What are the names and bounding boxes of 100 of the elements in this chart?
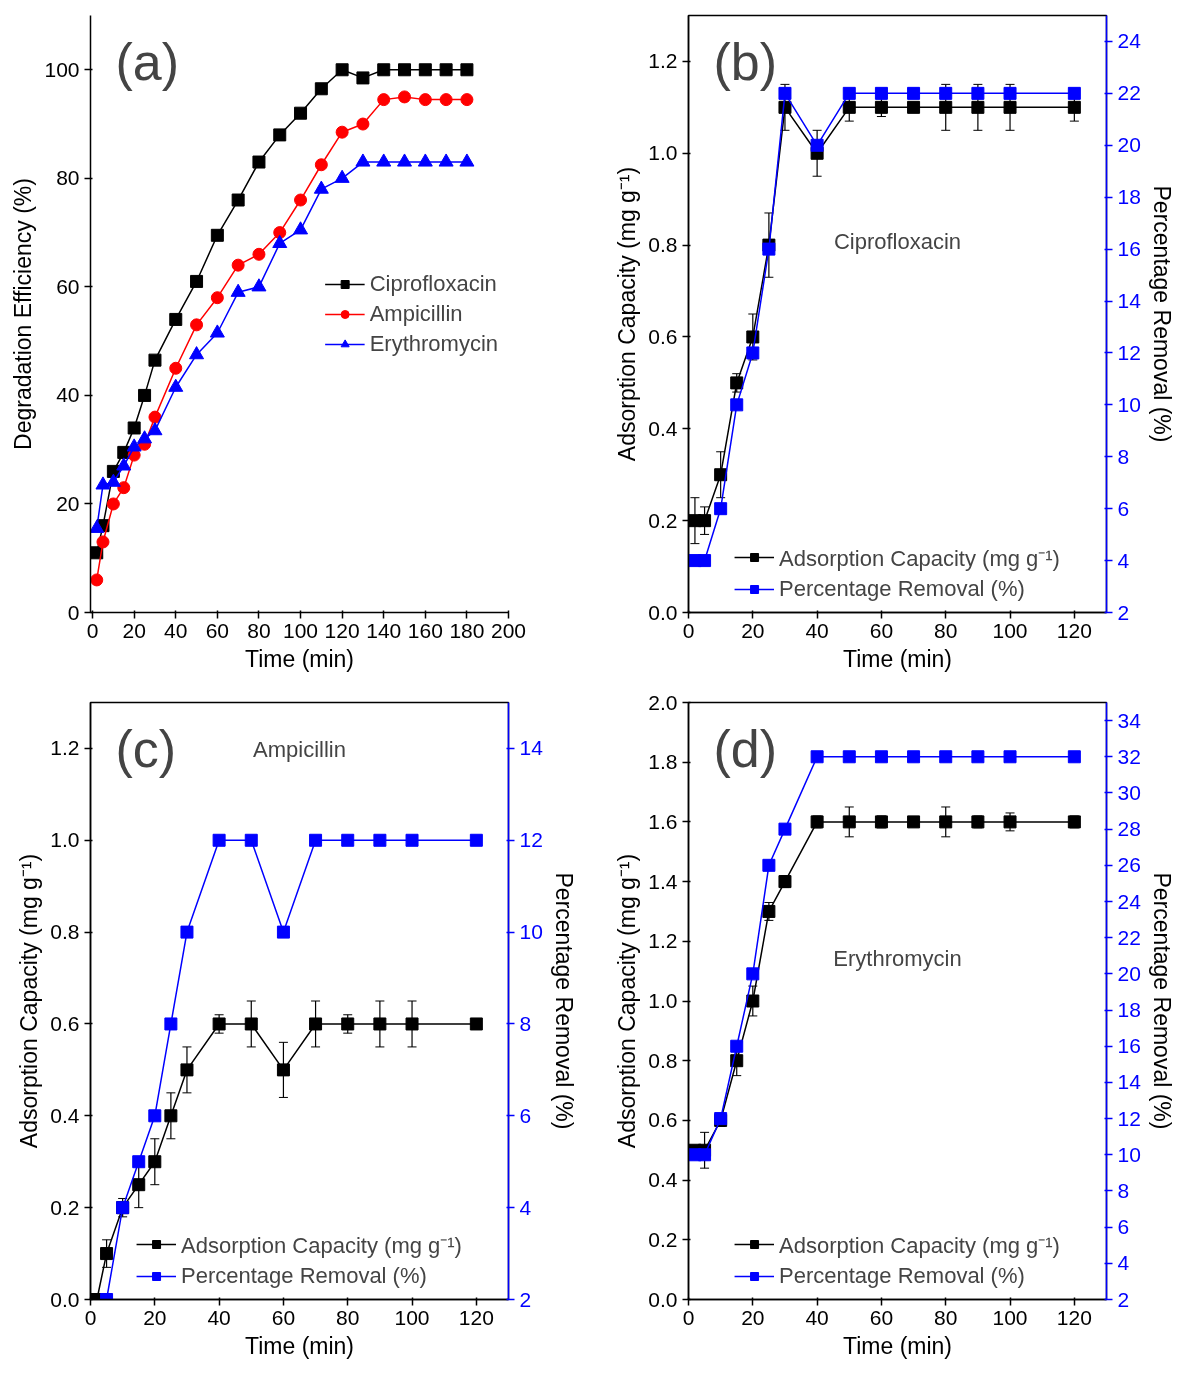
x-tick-label: 80 (247, 618, 271, 642)
y-tick-label: 0.8 (50, 920, 80, 944)
y-tick-label: 1.0 (50, 828, 80, 852)
legend-label: Percentage Removal (%) (779, 1263, 1025, 1289)
y-tick-label: 0.4 (648, 416, 678, 440)
x-tick-label: 0 (86, 618, 99, 642)
x-tick-label: 120 (1056, 1305, 1092, 1329)
y-axis-title: Adsorption Capacity (mg g⁻¹) (16, 853, 43, 1149)
y2-tick-label: 10 (1117, 392, 1141, 416)
y-tick-label: 0.0 (648, 600, 678, 624)
y2-tick-label: 10 (519, 920, 543, 944)
y2-tick-label: 16 (1117, 1034, 1141, 1058)
x-tick-label: 100 (992, 1305, 1028, 1329)
y2-tick-label: 4 (519, 1195, 532, 1219)
x-tick-label: 60 (869, 1305, 894, 1329)
y-tick-label: 100 (44, 57, 80, 81)
annotation: (c) (115, 719, 177, 778)
x-axis-title: Time (min) (244, 645, 355, 672)
legend-label: Ampicillin (369, 300, 463, 327)
y2-tick-label: 18 (1117, 998, 1141, 1022)
y2-tick-label: 18 (1117, 185, 1141, 209)
x-tick-label: 20 (143, 1305, 167, 1329)
x-tick-label: 100 (992, 618, 1028, 642)
x-tick-label: 20 (741, 618, 765, 642)
annotation: (d) (713, 719, 778, 778)
y2-tick-label: 22 (1117, 925, 1141, 949)
y-tick-label: 1.2 (50, 736, 80, 760)
y2-tick-label: 6 (519, 1103, 532, 1127)
y-axis-title: Degradation Efficiency (%) (10, 178, 37, 450)
y-tick-label: 0.0 (648, 1287, 678, 1311)
y-tick-label: 0.2 (648, 508, 678, 532)
legend-label: Adsorption Capacity (mg g⁻¹) (779, 545, 1060, 572)
y2-tick-label: 6 (1117, 496, 1130, 520)
annotation: Ciprofloxacin (833, 229, 962, 255)
y2-tick-label: 16 (1117, 237, 1141, 261)
y-tick-label: 0.6 (648, 1108, 678, 1132)
y-tick-label: 0.0 (50, 1287, 80, 1311)
x-tick-label: 40 (805, 1305, 829, 1329)
x-tick-label: 0 (682, 618, 695, 642)
y-tick-label: 0 (67, 600, 80, 624)
y-tick-label: 0.2 (50, 1195, 80, 1219)
y-axis-title: Adsorption Capacity (mg g⁻¹) (614, 166, 641, 462)
x-axis-title: Time (min) (842, 645, 953, 672)
x-tick-label: 40 (207, 1305, 231, 1329)
y2-tick-label: 8 (519, 1011, 532, 1035)
y2-tick-label: 28 (1117, 817, 1141, 841)
y2-axis-title: Percentage Removal (%) (1148, 185, 1175, 443)
y2-tick-label: 2 (1117, 1287, 1130, 1311)
y2-tick-label: 20 (1117, 133, 1141, 157)
x-axis-title: Time (min) (842, 1332, 953, 1359)
y-axis-title: Adsorption Capacity (mg g⁻¹) (614, 853, 641, 1149)
annotation: (a) (115, 32, 180, 91)
y-tick-label: 0.6 (648, 324, 678, 348)
y2-axis-title: Percentage Removal (%) (550, 872, 577, 1130)
legend-label: Percentage Removal (%) (779, 576, 1025, 602)
y2-tick-label: 34 (1117, 708, 1142, 732)
y-tick-label: 1.4 (648, 869, 678, 893)
y-tick-label: 0.6 (50, 1011, 80, 1035)
y2-tick-label: 8 (1117, 444, 1130, 468)
annotation: Erythromycin (833, 946, 962, 972)
y-tick-label: 40 (56, 383, 80, 407)
x-axis-title: Time (min) (244, 1332, 355, 1359)
x-tick-label: 80 (934, 618, 958, 642)
x-tick-label: 40 (805, 618, 829, 642)
y2-axis-title: Percentage Removal (%) (1148, 872, 1175, 1130)
x-tick-label: 20 (741, 1305, 765, 1329)
x-tick-label: 160 (407, 618, 443, 642)
y2-tick-label: 2 (519, 1287, 532, 1311)
y2-tick-label: 12 (519, 828, 543, 852)
x-tick-label: 0 (682, 1305, 695, 1329)
y2-tick-label: 4 (1117, 1251, 1130, 1275)
annotation: (b) (713, 32, 778, 91)
y-tick-label: 1.6 (648, 809, 678, 833)
y-tick-label: 2.0 (648, 690, 678, 714)
x-tick-label: 60 (205, 618, 230, 642)
legend-label: Adsorption Capacity (mg g⁻¹) (779, 1232, 1060, 1259)
annotation: Ampicillin (253, 737, 346, 763)
y-tick-label: 0.4 (648, 1168, 678, 1192)
y-tick-label: 60 (56, 274, 80, 298)
y-tick-label: 1.2 (648, 49, 678, 73)
x-tick-label: 200 (490, 618, 527, 642)
x-tick-label: 20 (122, 618, 146, 642)
y-tick-label: 1.0 (648, 989, 678, 1012)
y2-tick-label: 8 (1117, 1178, 1130, 1202)
y-tick-label: 0.2 (648, 1227, 678, 1251)
y2-tick-label: 12 (1117, 340, 1141, 364)
y-tick-label: 80 (56, 166, 80, 190)
x-tick-label: 80 (934, 1305, 958, 1329)
y2-tick-label: 24 (1117, 889, 1142, 913)
y2-tick-label: 14 (1117, 289, 1142, 313)
legend-label: Ciprofloxacin (369, 270, 497, 297)
y2-tick-label: 14 (519, 736, 544, 760)
y2-tick-label: 32 (1117, 744, 1141, 768)
x-tick-label: 100 (394, 1305, 430, 1329)
legend-label: Percentage Removal (%) (181, 1263, 427, 1289)
y-tick-label: 0.8 (648, 1048, 678, 1072)
x-tick-label: 0 (84, 1305, 97, 1329)
y-tick-label: 0.4 (50, 1103, 80, 1127)
x-tick-label: 80 (336, 1305, 360, 1329)
y-tick-label: 0.8 (648, 233, 678, 257)
